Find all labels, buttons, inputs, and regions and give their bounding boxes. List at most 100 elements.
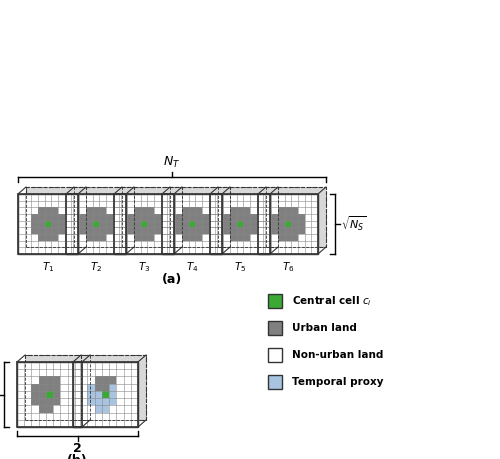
- Bar: [218, 187, 278, 247]
- Bar: [46, 405, 53, 413]
- Bar: [278, 234, 284, 241]
- Bar: [44, 207, 52, 214]
- Bar: [202, 221, 208, 227]
- Bar: [18, 194, 78, 254]
- Bar: [250, 214, 256, 221]
- Bar: [128, 227, 134, 234]
- Bar: [38, 405, 46, 413]
- Bar: [188, 207, 196, 214]
- Bar: [230, 227, 236, 234]
- Bar: [258, 194, 318, 254]
- Bar: [268, 348, 282, 362]
- Bar: [298, 227, 304, 234]
- Bar: [53, 391, 60, 398]
- Bar: [100, 221, 106, 227]
- Bar: [32, 221, 38, 227]
- Bar: [80, 227, 86, 234]
- Text: $T_5$: $T_5$: [234, 260, 246, 274]
- Bar: [32, 227, 38, 234]
- Bar: [284, 227, 292, 234]
- Bar: [148, 207, 154, 214]
- Bar: [109, 398, 116, 405]
- Bar: [102, 405, 109, 413]
- Bar: [94, 391, 102, 398]
- Bar: [92, 207, 100, 214]
- Bar: [134, 221, 140, 227]
- Bar: [73, 362, 138, 427]
- Bar: [196, 221, 202, 227]
- Bar: [292, 207, 298, 214]
- Bar: [236, 207, 244, 214]
- Bar: [46, 398, 53, 405]
- Bar: [182, 214, 188, 221]
- Bar: [182, 221, 188, 227]
- Bar: [106, 227, 112, 234]
- Bar: [44, 227, 52, 234]
- Bar: [86, 221, 92, 227]
- Text: $T_2$: $T_2$: [90, 260, 102, 274]
- Bar: [292, 234, 298, 241]
- Bar: [53, 398, 60, 405]
- Bar: [272, 214, 278, 221]
- Bar: [210, 194, 270, 254]
- Bar: [278, 207, 284, 214]
- Bar: [58, 214, 64, 221]
- Bar: [236, 214, 244, 221]
- Bar: [268, 375, 282, 389]
- Bar: [44, 221, 52, 227]
- Bar: [44, 234, 52, 241]
- Bar: [284, 207, 292, 214]
- Bar: [53, 376, 60, 384]
- Bar: [38, 207, 44, 214]
- Bar: [92, 221, 100, 227]
- Bar: [268, 321, 282, 335]
- Bar: [182, 227, 188, 234]
- Bar: [114, 194, 174, 254]
- Bar: [230, 221, 236, 227]
- Bar: [53, 384, 60, 391]
- Bar: [92, 227, 100, 234]
- Bar: [94, 398, 102, 405]
- Bar: [52, 227, 58, 234]
- Bar: [102, 398, 109, 405]
- Bar: [154, 227, 160, 234]
- Bar: [128, 214, 134, 221]
- Text: $T_4$: $T_4$: [186, 260, 198, 274]
- Bar: [182, 207, 188, 214]
- Bar: [114, 194, 174, 254]
- Bar: [188, 221, 196, 227]
- Bar: [26, 187, 86, 247]
- Bar: [86, 227, 92, 234]
- Bar: [109, 376, 116, 384]
- Bar: [176, 214, 182, 221]
- Bar: [109, 384, 116, 391]
- Bar: [32, 214, 38, 221]
- Bar: [134, 214, 140, 221]
- Bar: [224, 227, 230, 234]
- Bar: [140, 227, 147, 234]
- Bar: [188, 227, 196, 234]
- Bar: [66, 194, 126, 254]
- Bar: [44, 214, 52, 221]
- Bar: [134, 227, 140, 234]
- Text: $T_3$: $T_3$: [138, 260, 150, 274]
- Bar: [162, 194, 222, 254]
- Bar: [134, 207, 140, 214]
- Text: Urban land: Urban land: [292, 323, 357, 333]
- Bar: [266, 187, 326, 247]
- Bar: [106, 221, 112, 227]
- Bar: [38, 376, 46, 384]
- Bar: [278, 214, 284, 221]
- Bar: [196, 227, 202, 234]
- Bar: [25, 355, 90, 420]
- Bar: [250, 221, 256, 227]
- Bar: [100, 234, 106, 241]
- Bar: [140, 234, 147, 241]
- Bar: [32, 391, 38, 398]
- Bar: [250, 227, 256, 234]
- Bar: [278, 227, 284, 234]
- Bar: [100, 214, 106, 221]
- Bar: [58, 221, 64, 227]
- Bar: [244, 214, 250, 221]
- Bar: [38, 384, 46, 391]
